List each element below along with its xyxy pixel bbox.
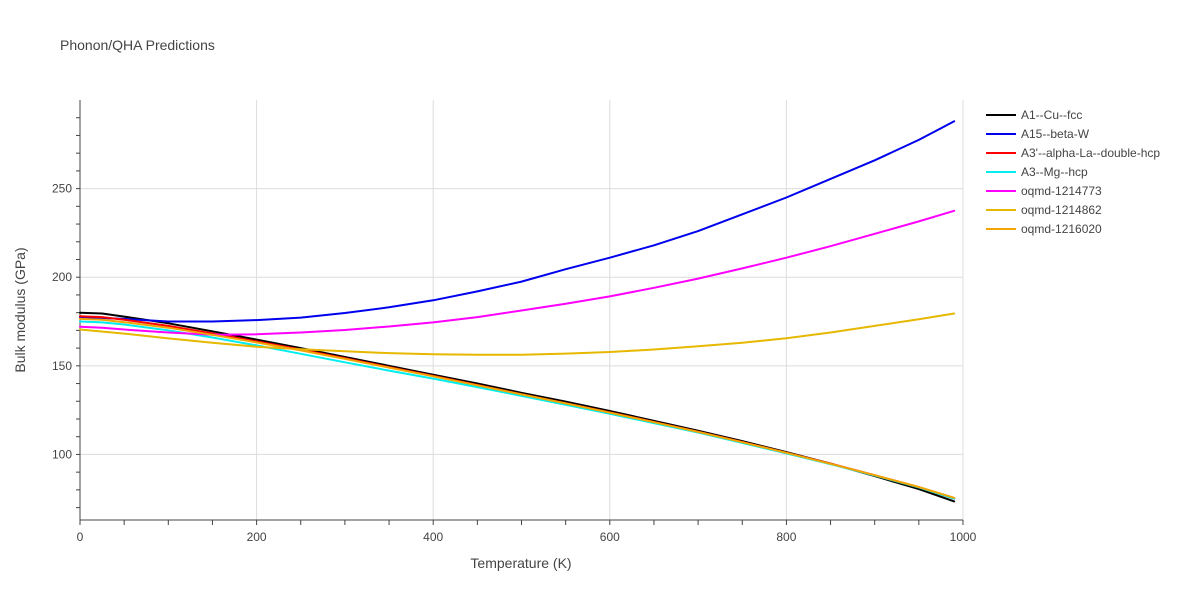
plot-area xyxy=(79,120,956,503)
y-axis-label: Bulk modulus (GPa) xyxy=(12,247,28,372)
x-tick-label: 200 xyxy=(247,530,267,544)
y-tick-label: 150 xyxy=(52,359,72,373)
x-tick-label: 600 xyxy=(600,530,620,544)
legend-label: oqmd-1216020 xyxy=(1021,222,1102,236)
series-line-1 xyxy=(79,311,956,503)
chart-title: Phonon/QHA Predictions xyxy=(60,37,215,53)
legend-item[interactable]: A3--Mg--hcp xyxy=(986,165,1088,179)
grid xyxy=(80,100,964,520)
legend-label: A3'--alpha-La--double-hcp xyxy=(1021,146,1160,160)
legend-item[interactable]: oqmd-1214862 xyxy=(986,203,1102,217)
legend-item[interactable]: oqmd-1214773 xyxy=(986,184,1102,198)
legend-item[interactable]: A3'--alpha-La--double-hcp xyxy=(986,146,1160,160)
legend-label: oqmd-1214773 xyxy=(1021,184,1102,198)
axes xyxy=(76,100,964,525)
x-tick-label: 0 xyxy=(77,530,84,544)
x-tick-label: 800 xyxy=(776,530,796,544)
legend-item[interactable]: A1--Cu--fcc xyxy=(986,108,1082,122)
legend-label: A3--Mg--hcp xyxy=(1021,165,1088,179)
x-axis-label: Temperature (K) xyxy=(470,555,571,571)
x-tick-label: 1000 xyxy=(950,530,977,544)
legend-item[interactable]: A15--beta-W xyxy=(986,127,1090,141)
tick-labels: 0 200 400 600 800 1000 100 150 200 250 xyxy=(52,182,977,544)
legend-label: oqmd-1214862 xyxy=(1021,203,1102,217)
legend[interactable]: A1--Cu--fcc A15--beta-W A3'--alpha-La--dou… xyxy=(986,108,1160,236)
series-line-7 xyxy=(79,317,956,499)
y-tick-label: 100 xyxy=(52,447,72,461)
series-line-4 xyxy=(79,320,956,500)
legend-item[interactable]: oqmd-1216020 xyxy=(986,222,1102,236)
x-tick-label: 400 xyxy=(423,530,443,544)
legend-label: A15--beta-W xyxy=(1021,127,1090,141)
series-line-6 xyxy=(79,312,956,356)
series-line-2 xyxy=(79,120,956,323)
y-tick-label: 200 xyxy=(52,270,72,284)
legend-label: A1--Cu--fcc xyxy=(1021,108,1082,122)
y-tick-label: 250 xyxy=(52,182,72,196)
series-line-5 xyxy=(79,209,956,336)
